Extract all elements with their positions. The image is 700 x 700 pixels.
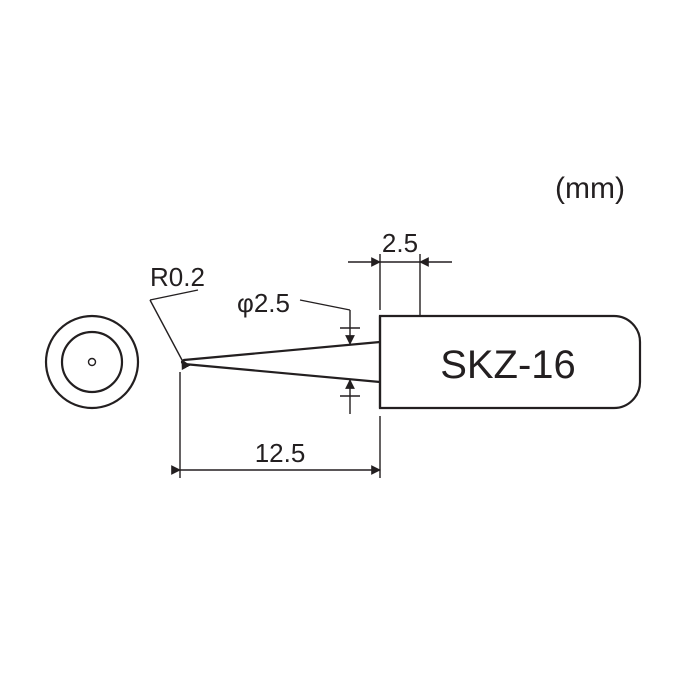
end-view — [46, 316, 138, 408]
dim-radius-label: R0.2 — [150, 262, 205, 292]
center-dot — [89, 359, 96, 366]
dim-shoulder-width: 2.5 — [348, 228, 452, 316]
dim-tip-diameter: φ2.5 — [237, 288, 360, 414]
units-label: (mm) — [555, 172, 625, 205]
technical-drawing: (mm) SKZ-16 12.5 2.5 — [0, 0, 700, 700]
mid-circle — [62, 332, 122, 392]
dim-shoulder-label: 2.5 — [382, 228, 418, 258]
dim-tip-radius: R0.2 — [150, 262, 205, 360]
tip-outline — [182, 342, 380, 382]
dim-diameter-label: φ2.5 — [237, 288, 290, 318]
part-label: SKZ-16 — [440, 343, 576, 387]
side-view: SKZ-16 — [182, 316, 640, 408]
dim-tip-length-label: 12.5 — [255, 438, 306, 468]
outer-circle — [46, 316, 138, 408]
